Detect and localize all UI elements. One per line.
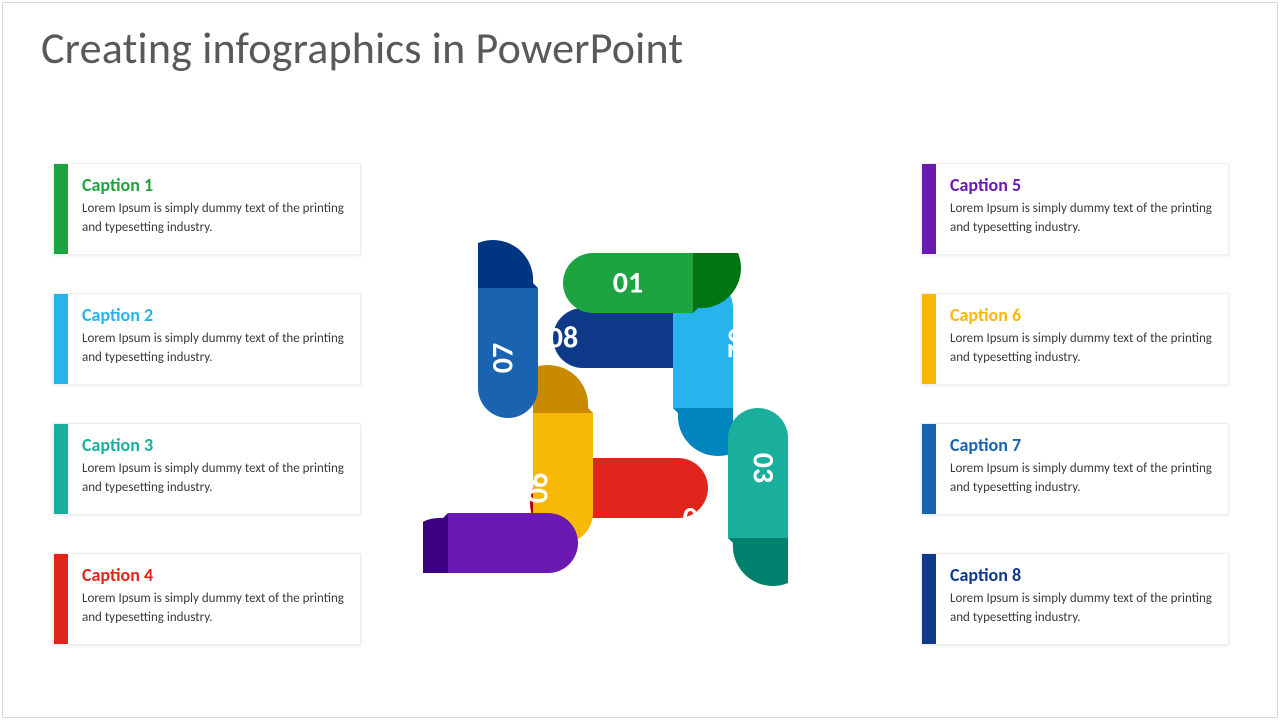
card-color-tab xyxy=(54,554,68,644)
caption-title: Caption 4 xyxy=(82,564,346,586)
caption-card-1: Caption 1 Lorem Ipsum is simply dummy te… xyxy=(53,163,361,255)
caption-text: Lorem Ipsum is simply dummy text of the … xyxy=(950,330,1214,368)
card-color-tab xyxy=(54,424,68,514)
caption-text: Lorem Ipsum is simply dummy text of the … xyxy=(950,590,1214,628)
knot-segment-03 xyxy=(728,408,788,586)
knot-number-06: 06 xyxy=(520,473,557,503)
caption-card-8: Caption 8 Lorem Ipsum is simply dummy te… xyxy=(921,553,1229,645)
knot-number-02: 02 xyxy=(720,328,757,358)
knot-diagram: 01 02 03 04 05 06 07 08 xyxy=(423,203,843,623)
caption-title: Caption 7 xyxy=(950,434,1214,456)
knot-segment-07 xyxy=(478,240,538,418)
caption-text: Lorem Ipsum is simply dummy text of the … xyxy=(82,200,346,238)
knot-number-08: 08 xyxy=(548,320,578,357)
caption-title: Caption 1 xyxy=(82,174,346,196)
knot-segment-01 xyxy=(563,253,741,313)
knot-number-01: 01 xyxy=(613,265,643,302)
knot-number-03: 03 xyxy=(745,453,782,483)
card-color-tab xyxy=(922,164,936,254)
caption-title: Caption 6 xyxy=(950,304,1214,326)
caption-text: Lorem Ipsum is simply dummy text of the … xyxy=(950,200,1214,238)
caption-card-3: Caption 3 Lorem Ipsum is simply dummy te… xyxy=(53,423,361,515)
card-color-tab xyxy=(922,424,936,514)
caption-card-4: Caption 4 Lorem Ipsum is simply dummy te… xyxy=(53,553,361,645)
card-color-tab xyxy=(54,294,68,384)
caption-text: Lorem Ipsum is simply dummy text of the … xyxy=(82,460,346,498)
caption-text: Lorem Ipsum is simply dummy text of the … xyxy=(950,460,1214,498)
caption-card-5: Caption 5 Lorem Ipsum is simply dummy te… xyxy=(921,163,1229,255)
knot-number-04: 04 xyxy=(683,500,713,537)
caption-title: Caption 2 xyxy=(82,304,346,326)
knot-number-05: 05 xyxy=(623,555,653,592)
caption-card-7: Caption 7 Lorem Ipsum is simply dummy te… xyxy=(921,423,1229,515)
card-color-tab xyxy=(54,164,68,254)
page-title: Creating infographics in PowerPoint xyxy=(41,21,683,75)
caption-title: Caption 8 xyxy=(950,564,1214,586)
caption-title: Caption 3 xyxy=(82,434,346,456)
knot-svg: 01 02 03 04 05 06 07 08 xyxy=(423,203,843,623)
caption-card-2: Caption 2 Lorem Ipsum is simply dummy te… xyxy=(53,293,361,385)
caption-title: Caption 5 xyxy=(950,174,1214,196)
knot-number-07: 07 xyxy=(485,343,522,373)
caption-text: Lorem Ipsum is simply dummy text of the … xyxy=(82,590,346,628)
knot-segment-05 xyxy=(423,513,578,573)
slide: Creating infographics in PowerPoint Capt… xyxy=(2,2,1278,718)
caption-text: Lorem Ipsum is simply dummy text of the … xyxy=(82,330,346,368)
card-color-tab xyxy=(922,294,936,384)
caption-card-6: Caption 6 Lorem Ipsum is simply dummy te… xyxy=(921,293,1229,385)
card-color-tab xyxy=(922,554,936,644)
knot-segments xyxy=(423,240,788,586)
